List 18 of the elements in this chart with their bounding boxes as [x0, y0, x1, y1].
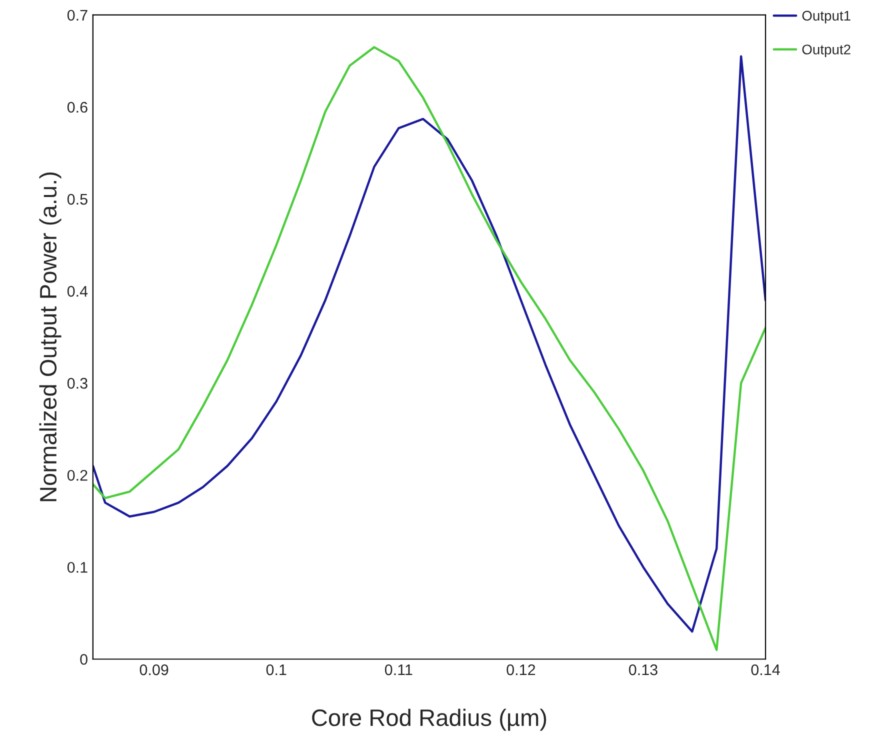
y-tick-label: 0 — [80, 654, 88, 665]
y-axis-title: Normalized Output Power (a.u.) — [39, 172, 62, 502]
y-tick-label: 0.6 — [67, 102, 88, 113]
legend-label: Output2 — [802, 44, 850, 58]
x-tick-label: 0.11 — [384, 664, 412, 676]
x-tick-label: 0.12 — [506, 664, 536, 676]
x-tick-label: 0.13 — [628, 664, 658, 676]
y-tick-label: 0.1 — [67, 562, 88, 573]
x-tick-label: 0.14 — [751, 664, 780, 676]
x-axis-title: Core Rod Radius (µm) — [312, 708, 546, 731]
y-tick-label: 0.5 — [67, 194, 88, 205]
y-tick-label: 0.7 — [67, 10, 88, 21]
y-tick-label: 0.2 — [67, 470, 88, 481]
x-tick-label: 0.09 — [140, 664, 168, 676]
y-tick-label: 0.4 — [67, 286, 88, 297]
y-tick-label: 0.3 — [67, 378, 88, 389]
x-tick-label: 0.1 — [266, 664, 286, 676]
legend-label: Output1 — [802, 10, 850, 24]
